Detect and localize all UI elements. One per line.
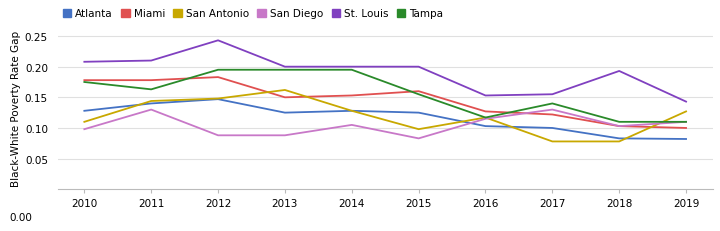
St. Louis bbox=[348, 66, 356, 69]
Atlanta bbox=[80, 110, 89, 113]
Tampa bbox=[615, 121, 624, 124]
San Antonio bbox=[548, 140, 557, 143]
St. Louis bbox=[481, 95, 490, 97]
San Antonio bbox=[414, 128, 423, 131]
St. Louis bbox=[548, 94, 557, 96]
Atlanta bbox=[147, 103, 156, 105]
San Diego bbox=[481, 118, 490, 121]
San Diego bbox=[80, 128, 89, 131]
Miami bbox=[281, 97, 289, 99]
St. Louis bbox=[682, 101, 690, 103]
Miami bbox=[481, 111, 490, 113]
St. Louis bbox=[615, 70, 624, 73]
Tampa bbox=[281, 69, 289, 72]
Miami bbox=[147, 79, 156, 82]
San Diego bbox=[348, 124, 356, 127]
San Diego bbox=[214, 134, 222, 137]
Miami bbox=[214, 76, 222, 79]
San Diego bbox=[682, 121, 690, 124]
San Antonio bbox=[481, 117, 490, 119]
San Diego bbox=[414, 137, 423, 140]
Miami bbox=[682, 127, 690, 130]
Tampa bbox=[414, 94, 423, 96]
San Antonio bbox=[348, 110, 356, 113]
Tampa bbox=[214, 69, 222, 72]
Atlanta bbox=[682, 138, 690, 141]
San Antonio bbox=[214, 98, 222, 100]
Atlanta bbox=[481, 125, 490, 128]
St. Louis bbox=[281, 66, 289, 69]
St. Louis bbox=[414, 66, 423, 69]
Atlanta bbox=[615, 137, 624, 140]
Line: St. Louis: St. Louis bbox=[84, 41, 686, 102]
Miami bbox=[80, 79, 89, 82]
Atlanta bbox=[281, 112, 289, 115]
Line: Atlanta: Atlanta bbox=[84, 100, 686, 139]
Atlanta bbox=[348, 110, 356, 113]
San Antonio bbox=[147, 100, 156, 103]
San Diego bbox=[615, 125, 624, 128]
Atlanta bbox=[548, 127, 557, 130]
Atlanta bbox=[414, 112, 423, 115]
Tampa bbox=[147, 88, 156, 91]
San Antonio bbox=[80, 121, 89, 124]
San Antonio bbox=[682, 111, 690, 113]
San Diego bbox=[281, 134, 289, 137]
San Diego bbox=[147, 109, 156, 112]
Tampa bbox=[682, 121, 690, 124]
Atlanta bbox=[214, 98, 222, 101]
St. Louis bbox=[147, 60, 156, 63]
Miami bbox=[615, 125, 624, 128]
St. Louis bbox=[214, 40, 222, 43]
San Antonio bbox=[615, 140, 624, 143]
Legend: Atlanta, Miami, San Antonio, San Diego, St. Louis, Tampa: Atlanta, Miami, San Antonio, San Diego, … bbox=[63, 9, 444, 19]
Tampa bbox=[80, 81, 89, 84]
San Diego bbox=[548, 109, 557, 112]
Line: San Diego: San Diego bbox=[84, 110, 686, 139]
Miami bbox=[548, 114, 557, 116]
Line: Miami: Miami bbox=[84, 78, 686, 128]
Line: Tampa: Tampa bbox=[84, 70, 686, 122]
Tampa bbox=[548, 103, 557, 105]
Tampa bbox=[481, 117, 490, 119]
Tampa bbox=[348, 69, 356, 72]
St. Louis bbox=[80, 61, 89, 64]
Miami bbox=[348, 95, 356, 97]
Miami bbox=[414, 90, 423, 93]
Text: 0.00: 0.00 bbox=[9, 212, 32, 222]
Line: San Antonio: San Antonio bbox=[84, 91, 686, 142]
San Antonio bbox=[281, 89, 289, 92]
Y-axis label: Black-White Poverty Rate Gap: Black-White Poverty Rate Gap bbox=[11, 31, 21, 186]
